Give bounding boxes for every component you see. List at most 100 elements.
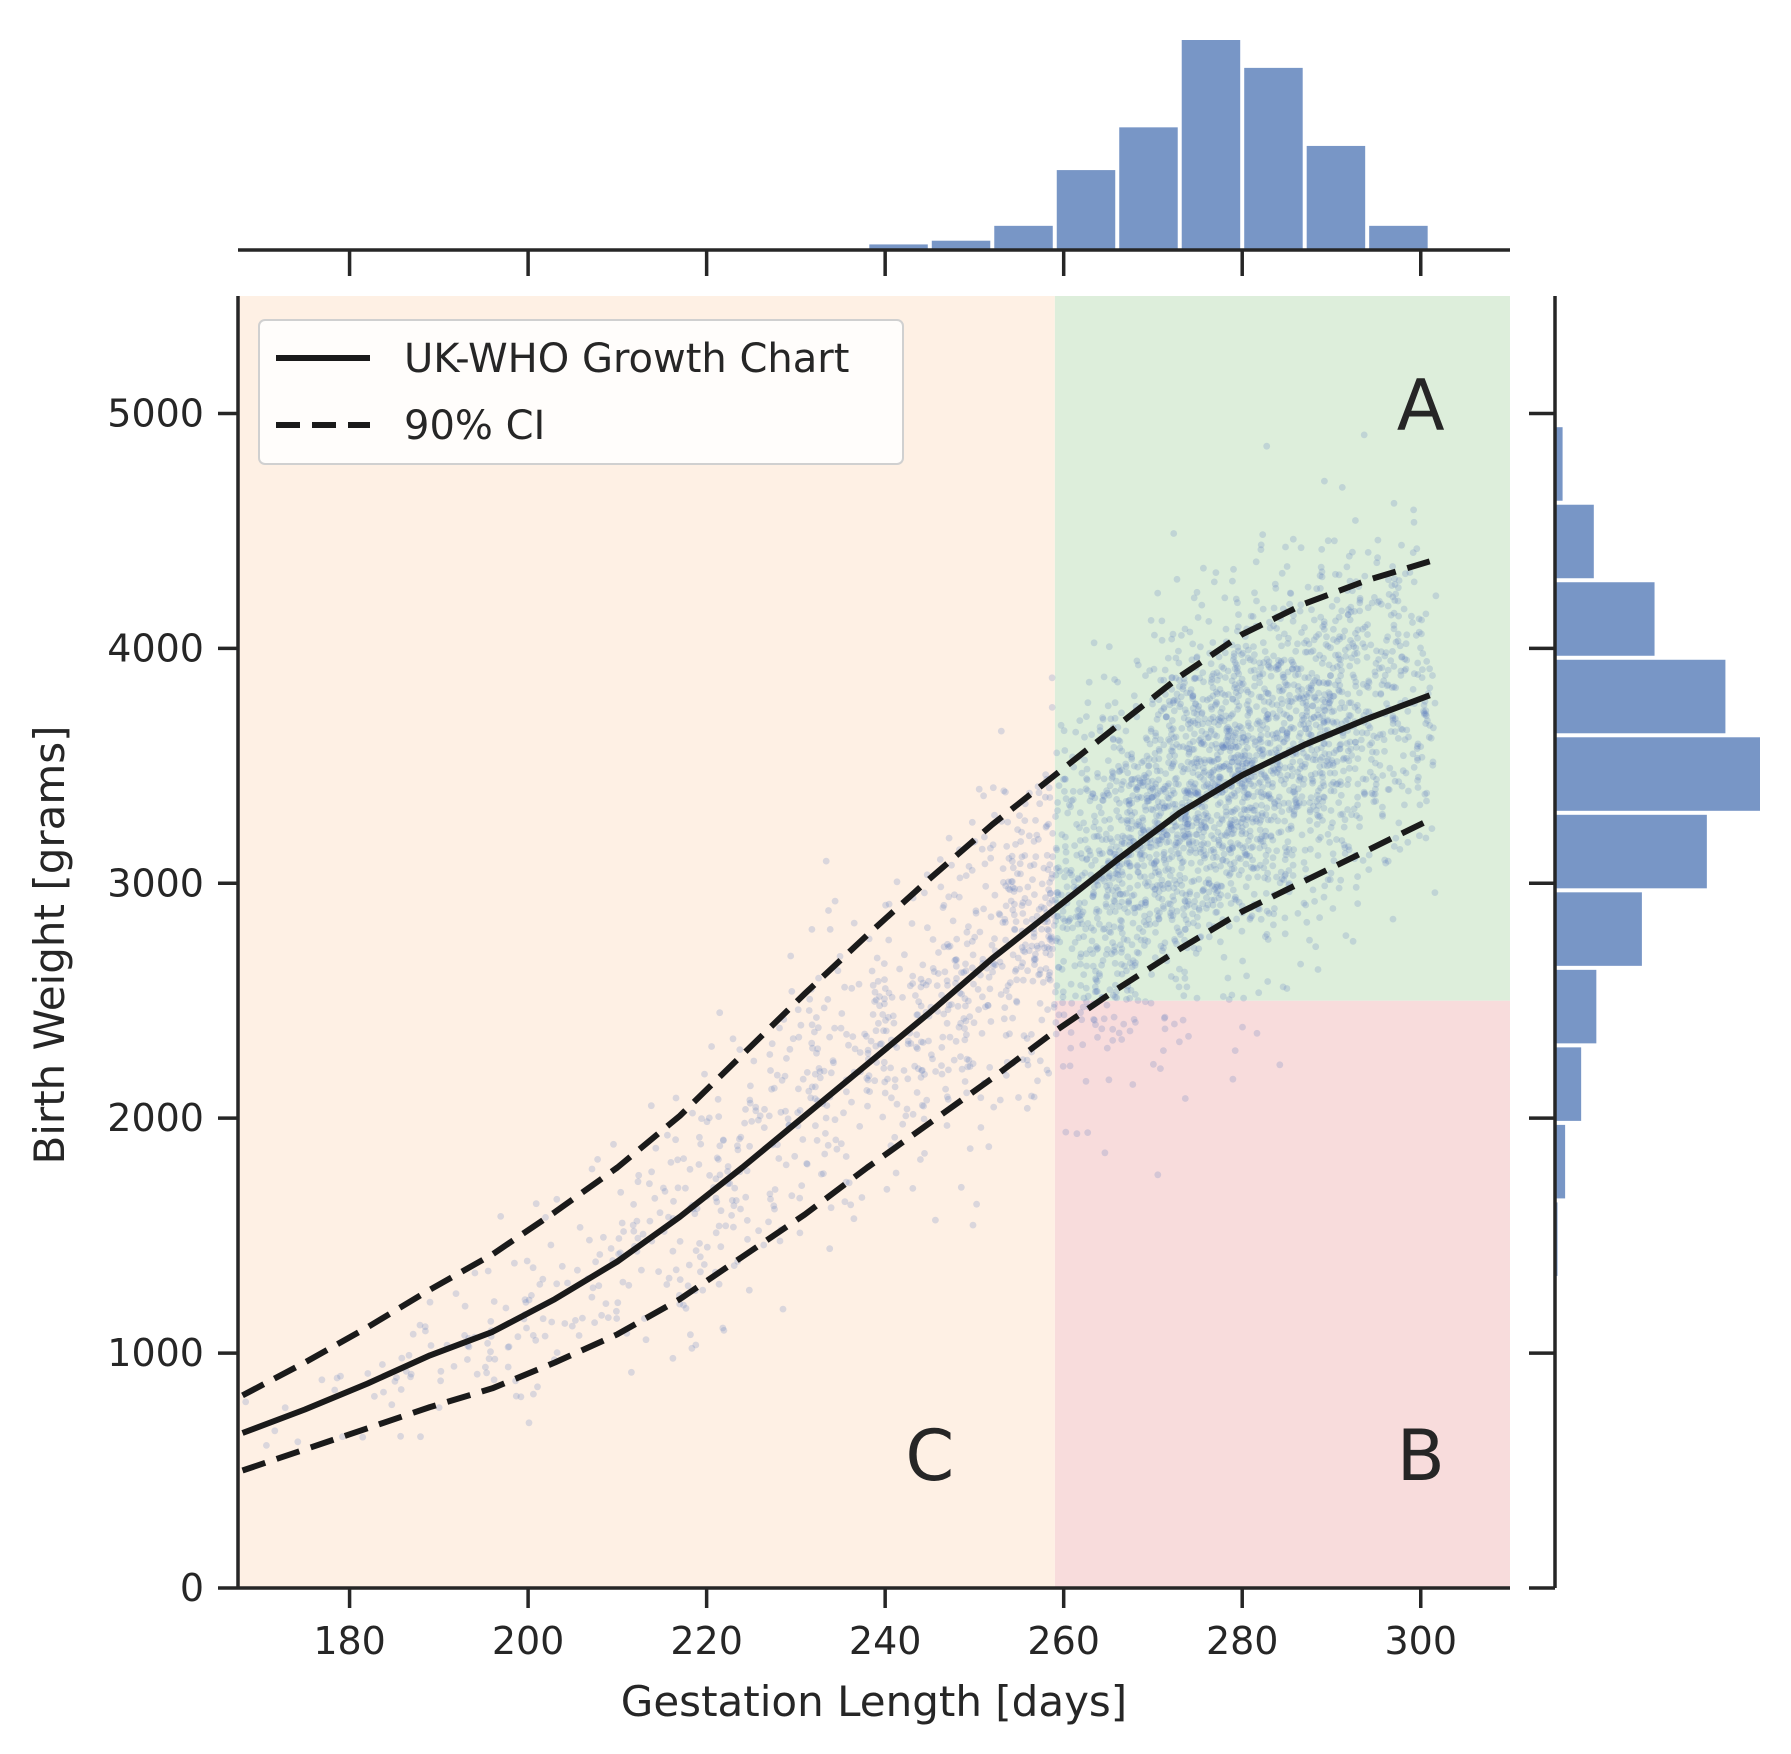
scatter-point (864, 1102, 871, 1110)
scatter-point (1206, 695, 1214, 702)
scatter-point (820, 1170, 827, 1177)
scatter-point (1035, 971, 1042, 979)
scatter-point (1168, 916, 1176, 924)
scatter-point (1277, 658, 1285, 665)
scatter-point (1186, 849, 1194, 856)
scatter-point (1069, 796, 1077, 803)
scatter-point (1165, 865, 1172, 873)
scatter-point (1145, 916, 1152, 923)
scatter-point (796, 1229, 804, 1237)
scatter-point (1179, 1016, 1187, 1024)
scatter-point (1111, 787, 1119, 795)
scatter-point (1300, 715, 1308, 722)
scatter-point (1267, 664, 1275, 672)
scatter-point (715, 1113, 723, 1120)
scatter-point (1111, 850, 1119, 858)
scatter-point (1168, 826, 1176, 834)
scatter-point (1239, 658, 1247, 666)
scatter-point (1194, 614, 1202, 621)
scatter-point (1215, 773, 1223, 781)
scatter-point (512, 1392, 520, 1400)
scatter-point (1019, 976, 1027, 984)
scatter-point (1164, 832, 1171, 840)
scatter-point (1233, 744, 1240, 751)
scatter-point (1394, 735, 1402, 742)
scatter-point (1186, 841, 1193, 848)
scatter-point (1114, 886, 1122, 894)
scatter-point (1236, 735, 1244, 742)
scatter-point (972, 909, 980, 917)
scatter-point (1284, 697, 1292, 705)
scatter-point (1066, 1062, 1074, 1070)
scatter-point (1372, 781, 1380, 788)
scatter-point (1009, 878, 1016, 885)
scatter-point (688, 1344, 696, 1352)
scatter-point (1307, 715, 1315, 723)
scatter-point (1269, 765, 1277, 772)
scatter-point (1329, 664, 1337, 672)
scatter-point (1145, 878, 1152, 886)
scatter-point (1345, 699, 1353, 707)
scatter-point (1232, 595, 1240, 603)
scatter-point (1095, 970, 1103, 977)
scatter-point (1105, 874, 1112, 882)
scatter-point (1089, 790, 1097, 797)
scatter-point (1236, 722, 1243, 730)
scatter-point (1140, 757, 1147, 765)
scatter-point (1188, 656, 1196, 664)
scatter-point (1295, 777, 1303, 784)
scatter-point (1142, 806, 1150, 814)
scatter-point (1031, 891, 1038, 898)
scatter-point (1292, 799, 1300, 807)
scatter-point (1239, 957, 1246, 965)
scatter-point (1242, 642, 1250, 650)
scatter-point (1308, 746, 1316, 754)
scatter-point (736, 1135, 743, 1143)
scatter-point (1165, 885, 1172, 892)
scatter-point (1300, 859, 1308, 866)
scatter-point (1326, 699, 1333, 707)
scatter-point (1179, 827, 1187, 835)
scatter-point (1167, 764, 1175, 772)
scatter-point (1059, 988, 1067, 996)
scatter-point (1349, 640, 1357, 647)
scatter-point (1118, 880, 1126, 887)
scatter-point (1335, 686, 1342, 694)
scatter-point (1151, 954, 1159, 961)
scatter-point (1118, 868, 1126, 876)
scatter-point (1384, 666, 1392, 674)
scatter-point (1286, 725, 1294, 733)
scatter-point (689, 1109, 696, 1117)
scatter-point (891, 1083, 899, 1091)
scatter-point (991, 811, 998, 819)
scatter-point (989, 968, 996, 976)
scatter-point (1250, 657, 1258, 665)
scatter-point (1182, 926, 1189, 933)
scatter-point (1221, 594, 1229, 602)
scatter-point (1100, 673, 1108, 681)
scatter-point (1382, 859, 1390, 867)
scatter-point (813, 1049, 820, 1057)
scatter-point (1131, 991, 1139, 998)
scatter-point (1135, 924, 1143, 932)
scatter-point (1010, 911, 1018, 919)
scatter-point (1029, 876, 1036, 883)
scatter-point (1185, 1032, 1192, 1040)
scatter-point (1092, 1021, 1099, 1029)
scatter-point (1002, 788, 1009, 796)
scatter-point (1147, 805, 1155, 813)
scatter-point (1191, 898, 1198, 905)
scatter-point (1218, 690, 1226, 697)
scatter-point (1312, 721, 1320, 729)
scatter-point (1184, 786, 1191, 794)
scatter-point (1110, 1013, 1118, 1021)
scatter-point (722, 1222, 730, 1230)
scatter-point (986, 985, 994, 993)
scatter-point (1264, 781, 1272, 788)
scatter-point (1210, 578, 1218, 586)
scatter-point (981, 833, 988, 841)
scatter-point (1373, 776, 1380, 783)
scatter-point (1316, 769, 1324, 777)
scatter-point (1133, 948, 1141, 956)
scatter-point (1107, 715, 1115, 723)
